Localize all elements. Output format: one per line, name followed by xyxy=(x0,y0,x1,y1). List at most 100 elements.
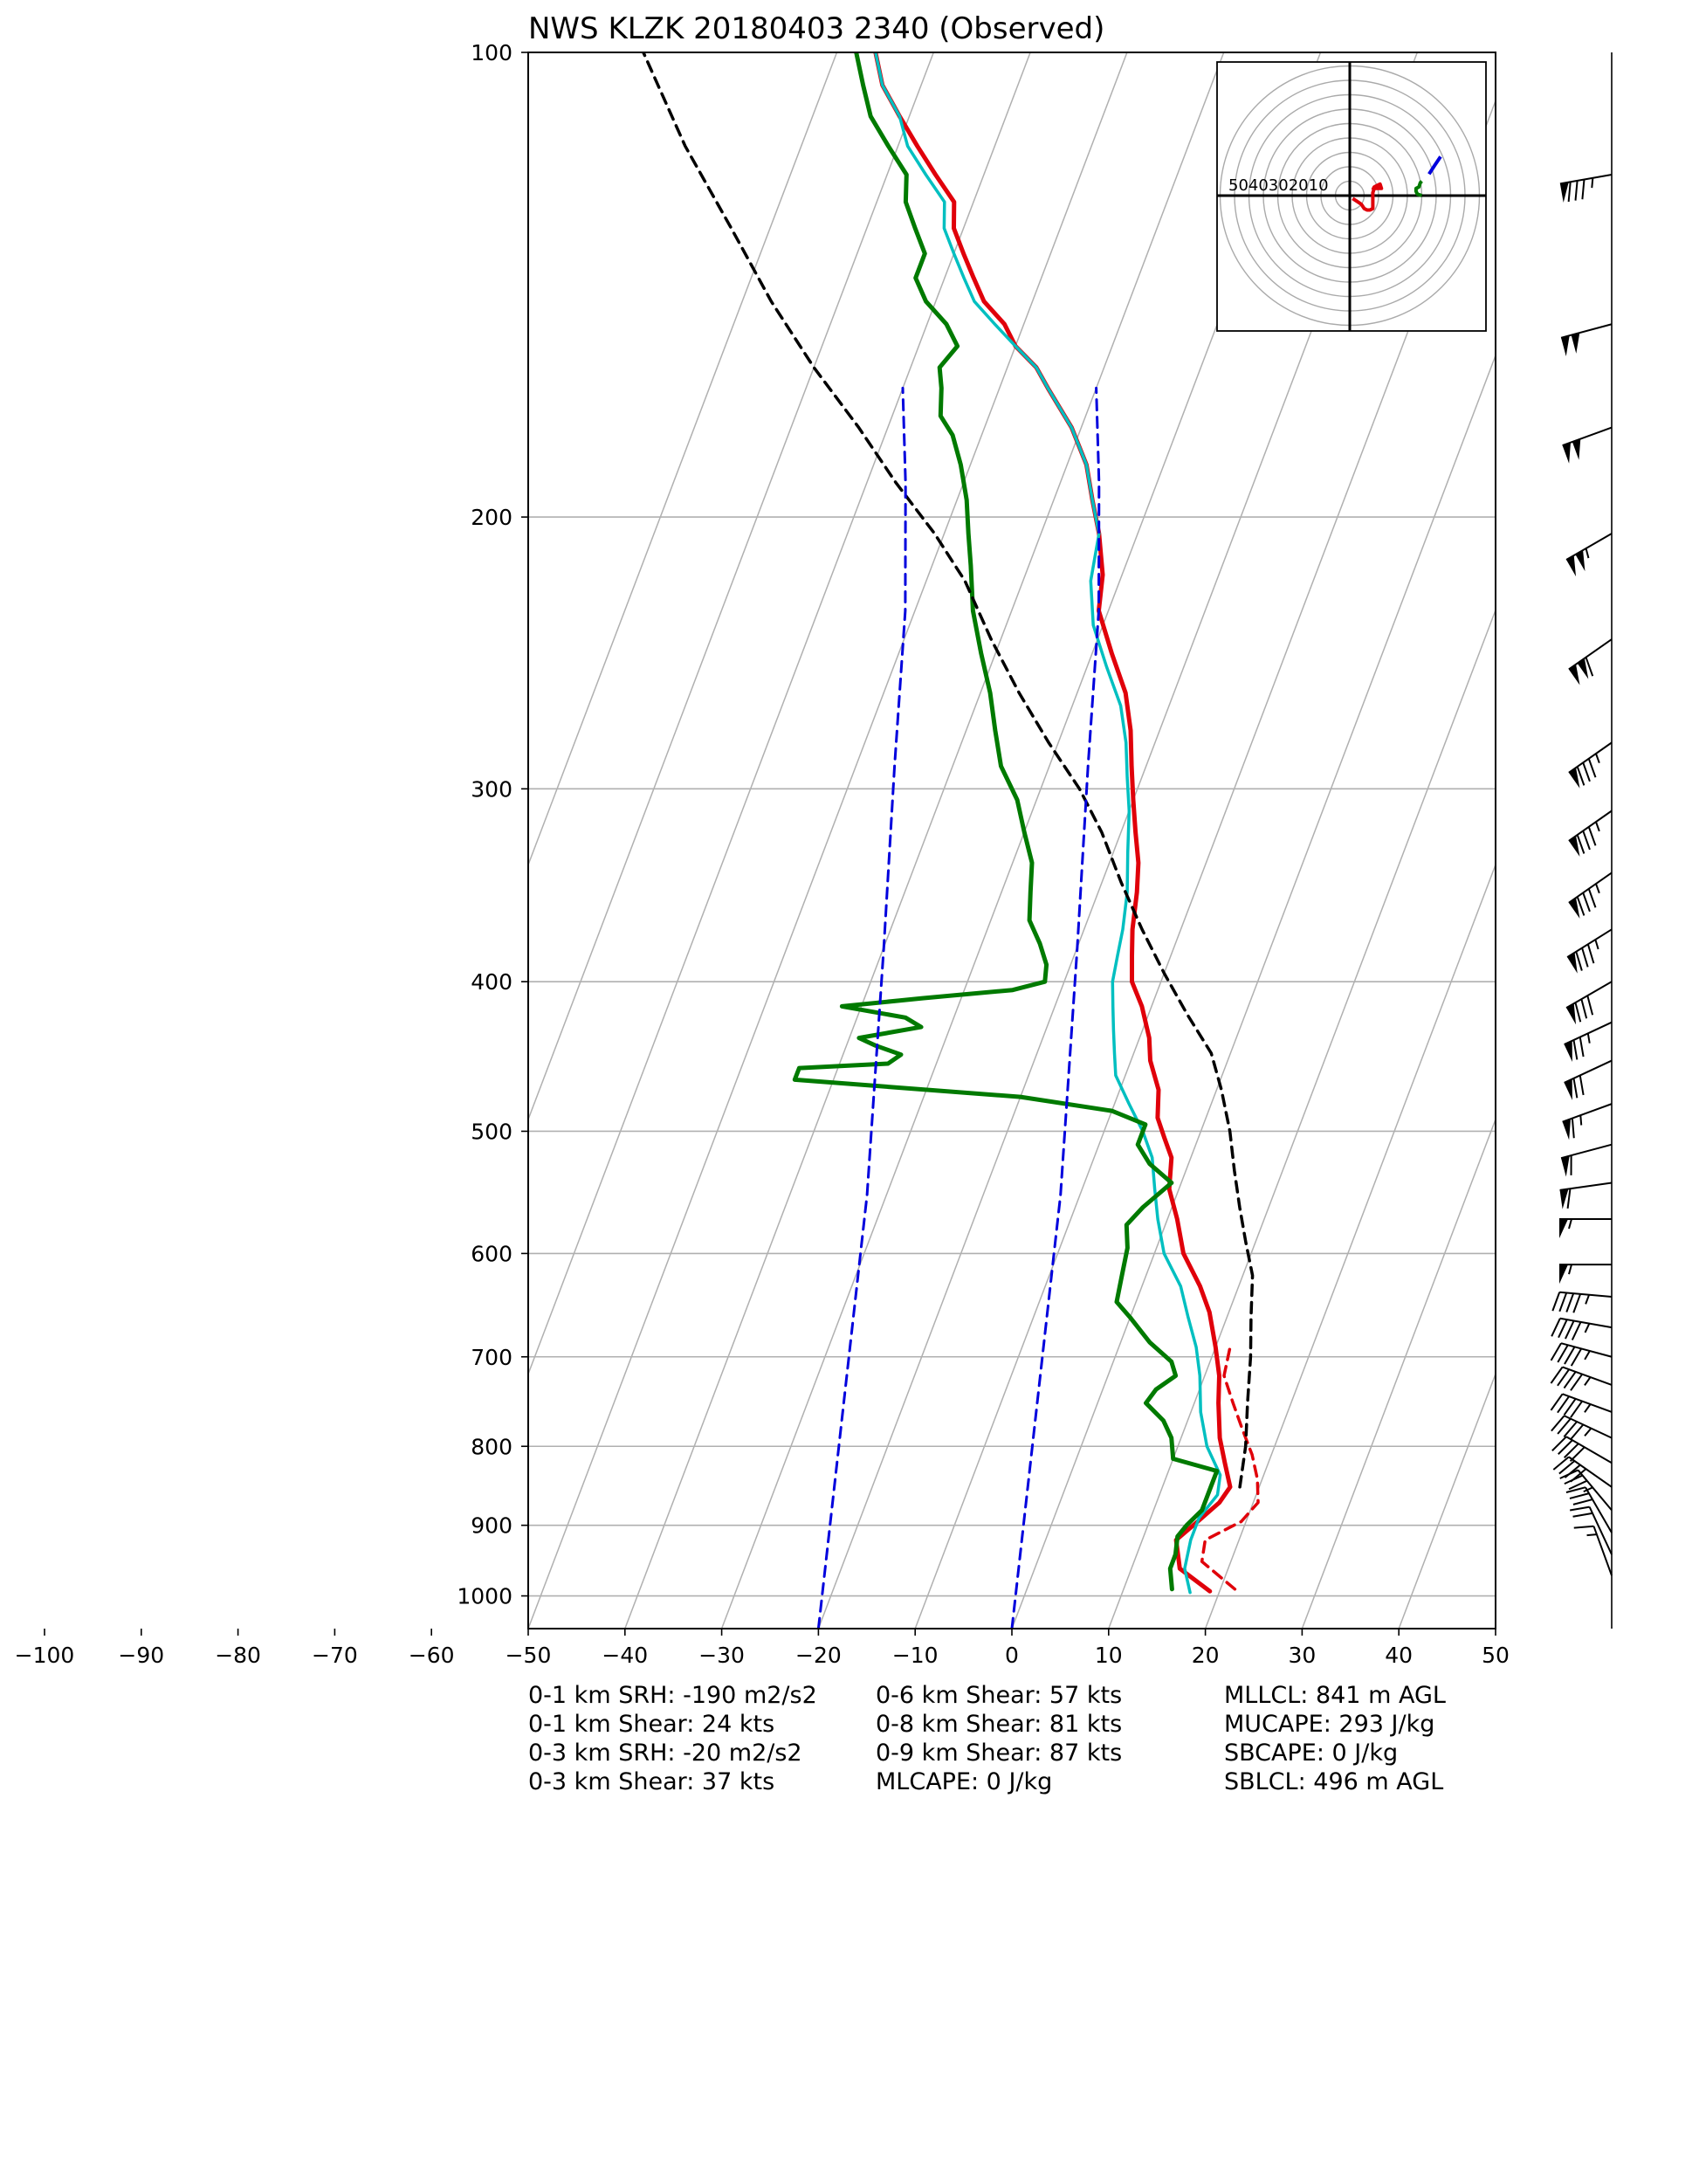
dewpoint-trace xyxy=(792,52,1220,1592)
y-tick-label: 800 xyxy=(471,1434,512,1459)
stat-line: MLLCL: 841 m AGL xyxy=(1224,1682,1446,1709)
wind-barb-flag xyxy=(1566,555,1577,577)
wind-barb xyxy=(1559,1469,1613,1512)
wind-barb-full xyxy=(1557,1368,1570,1387)
hodograph-rings xyxy=(1217,62,1486,331)
stat-line: 0-1 km SRH: -190 m2/s2 xyxy=(528,1682,817,1709)
x-tick-label: −100 xyxy=(15,1643,75,1668)
wind-barb-full xyxy=(1563,1371,1577,1389)
stat-line: 0-9 km Shear: 87 kts xyxy=(876,1740,1123,1767)
wind-barb-staff xyxy=(1559,173,1613,185)
isotherm-line xyxy=(528,52,1031,1376)
temperature-axis: −100 −90 −80 −70 −60 −50 −40 −30 −20 −10 0 10 20 30 40… xyxy=(15,1629,1510,1668)
y-tick-label: 300 xyxy=(471,776,512,802)
wind-barb-full xyxy=(1582,761,1591,782)
wind-barb-full xyxy=(1585,657,1594,677)
wind-barb-full xyxy=(1570,1374,1583,1391)
y-tick-label: 900 xyxy=(471,1513,512,1539)
wind-barb-flag xyxy=(1568,768,1580,789)
stats-col-1: 0-1 km SRH: -190 m2/s2 0-1 km Shear: 24 … xyxy=(528,1681,817,1796)
wind-barb-full xyxy=(1574,180,1579,201)
virtual-temperature-dashed-trace xyxy=(1200,1345,1260,1591)
wind-barb-staff xyxy=(1564,1415,1613,1439)
wind-barb-staff xyxy=(1585,1486,1613,1533)
wind-barb-half xyxy=(1584,1427,1592,1436)
wind-barb-flag xyxy=(1566,1003,1577,1025)
wind-barb-flag xyxy=(1559,1219,1568,1239)
x-tick-label: −10 xyxy=(892,1643,939,1668)
wind-barb-full xyxy=(1564,1346,1576,1365)
wind-barb xyxy=(1550,1366,1613,1391)
wind-barb xyxy=(1550,1393,1613,1418)
reference-dashed-line xyxy=(1010,386,1101,1629)
wind-barb-full xyxy=(1557,1417,1572,1435)
wind-barb-flag xyxy=(1568,836,1580,857)
chart-title: NWS KLZK 20180403 2340 (Observed) xyxy=(528,11,1104,46)
wind-barb xyxy=(1560,1143,1613,1177)
x-tick-label: −40 xyxy=(602,1643,648,1668)
wind-barb-staff xyxy=(1568,810,1613,842)
wind-barb-half xyxy=(1586,1533,1597,1537)
wind-barb xyxy=(1551,1415,1613,1441)
wind-barb-full xyxy=(1563,1398,1577,1416)
wind-barb xyxy=(1568,872,1613,919)
wind-barb-full xyxy=(1550,1393,1564,1411)
wind-barb-half xyxy=(1584,1350,1591,1361)
stat-line: SBLCL: 496 m AGL xyxy=(1224,1768,1444,1795)
pressure-gridlines xyxy=(528,52,1496,1597)
wind-barb-full xyxy=(1551,1292,1561,1312)
wind-barb-full xyxy=(1569,1423,1585,1441)
wind-barb xyxy=(1569,1505,1613,1555)
wind-barb-half xyxy=(1583,1486,1593,1493)
wind-barb xyxy=(1551,1317,1613,1340)
wind-barb xyxy=(1568,638,1613,686)
y-tick-label: 500 xyxy=(471,1119,512,1144)
wind-barb-full xyxy=(1558,1319,1568,1339)
temperature-trace xyxy=(873,52,1233,1594)
x-tick-label: −30 xyxy=(698,1643,745,1668)
wind-barb-flag xyxy=(1561,335,1570,357)
y-tick-label: 100 xyxy=(471,40,512,65)
wind-barb-staff xyxy=(1566,928,1613,958)
x-tick-label: 30 xyxy=(1288,1643,1316,1668)
wind-barb-full xyxy=(1558,1439,1573,1455)
wind-barb-full xyxy=(1550,1366,1564,1384)
isotherm-line xyxy=(528,52,838,867)
wind-barb-half xyxy=(1584,1403,1592,1413)
wind-barb-full xyxy=(1558,1292,1568,1312)
wind-barb-flag xyxy=(1571,333,1580,354)
wind-barb-staff xyxy=(1588,1506,1613,1555)
isotherm-line xyxy=(528,52,1128,1629)
wind-barb-half xyxy=(1595,883,1600,894)
wind-barb-flag xyxy=(1559,1264,1568,1285)
wind-barb xyxy=(1562,1103,1613,1140)
wind-barb xyxy=(1560,323,1613,357)
wind-barb-staff xyxy=(1562,1366,1613,1386)
isotherm-line xyxy=(1108,608,1496,1629)
wind-barb-full xyxy=(1572,1512,1593,1518)
wind-barb-full xyxy=(1551,1318,1561,1337)
x-tick-label: −50 xyxy=(506,1643,552,1668)
wind-barb-full xyxy=(1582,892,1591,913)
x-tick-label: 20 xyxy=(1192,1643,1220,1668)
wind-barb-full xyxy=(1567,182,1572,203)
wind-barb-staff xyxy=(1560,323,1613,339)
wind-barb-staff xyxy=(1568,638,1613,671)
wind-barb xyxy=(1565,981,1613,1025)
x-tick-label: −70 xyxy=(312,1643,358,1668)
wind-barb-full xyxy=(1565,1292,1575,1312)
wind-barb-full xyxy=(1565,1320,1575,1340)
wind-barb-full xyxy=(1570,1400,1583,1418)
wind-barb-half xyxy=(1595,821,1600,832)
wind-barb-flag xyxy=(1575,550,1586,572)
hodograph-blue-trace xyxy=(1427,155,1442,176)
wind-barb xyxy=(1559,1264,1612,1285)
isotherm-line xyxy=(1204,863,1496,1629)
wind-barb-full xyxy=(1586,943,1595,964)
wind-barb-full xyxy=(1572,1078,1579,1099)
wind-barb-flag xyxy=(1562,442,1572,464)
isotherm-line xyxy=(624,52,1225,1629)
isotherm-line xyxy=(528,52,935,1121)
wind-barb-full xyxy=(1574,1002,1582,1023)
